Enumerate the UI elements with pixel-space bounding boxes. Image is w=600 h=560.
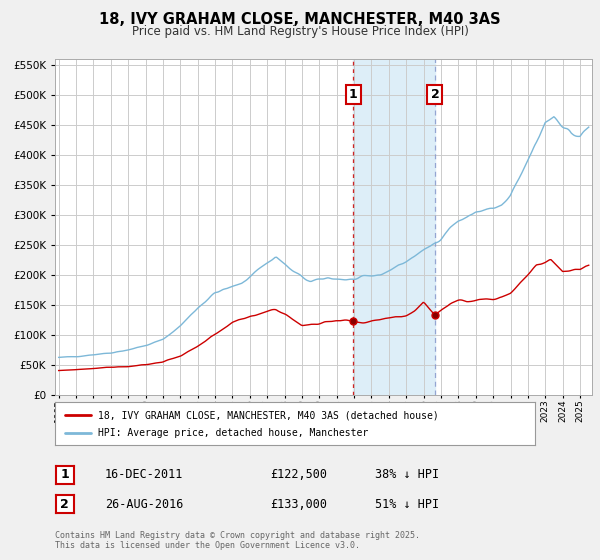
Text: HPI: Average price, detached house, Manchester: HPI: Average price, detached house, Manc… [98,428,368,438]
Text: £122,500: £122,500 [270,468,327,482]
Text: 1: 1 [349,88,358,101]
Text: Price paid vs. HM Land Registry's House Price Index (HPI): Price paid vs. HM Land Registry's House … [131,25,469,38]
Text: 18, IVY GRAHAM CLOSE, MANCHESTER, M40 3AS: 18, IVY GRAHAM CLOSE, MANCHESTER, M40 3A… [99,12,501,27]
Text: 26-AUG-2016: 26-AUG-2016 [105,497,184,511]
Text: 2: 2 [61,497,69,511]
Text: 51% ↓ HPI: 51% ↓ HPI [375,497,439,511]
Text: 1: 1 [61,468,69,482]
Text: 16-DEC-2011: 16-DEC-2011 [105,468,184,482]
Bar [353,59,435,395]
Text: 2: 2 [431,88,439,101]
Text: 38% ↓ HPI: 38% ↓ HPI [375,468,439,482]
Text: £133,000: £133,000 [270,497,327,511]
Text: 18, IVY GRAHAM CLOSE, MANCHESTER, M40 3AS (detached house): 18, IVY GRAHAM CLOSE, MANCHESTER, M40 3A… [98,410,439,420]
Text: Contains HM Land Registry data © Crown copyright and database right 2025.
This d: Contains HM Land Registry data © Crown c… [55,531,420,550]
